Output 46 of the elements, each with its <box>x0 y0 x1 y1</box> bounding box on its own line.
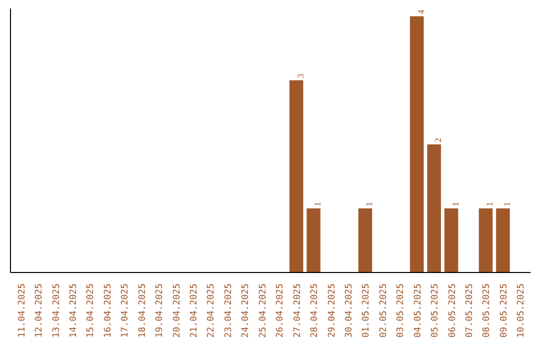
data-label: 1 <box>484 202 495 206</box>
x-tick-label: 29.04.2025 <box>327 283 338 338</box>
x-tick-label: 05.05.2025 <box>430 283 441 338</box>
x-tick-label: 04.05.2025 <box>413 283 424 338</box>
x-tick-label: 22.04.2025 <box>206 283 217 338</box>
x-tick-label: 06.05.2025 <box>448 283 458 338</box>
x-tick-label: 23.04.2025 <box>224 283 234 338</box>
bar <box>358 208 372 272</box>
x-tick-label: 19.04.2025 <box>155 283 166 338</box>
x-tick-label: 27.04.2025 <box>292 283 303 338</box>
data-label: 2 <box>433 138 444 142</box>
data-label: 3 <box>295 73 306 78</box>
x-tick-label: 03.05.2025 <box>396 283 406 338</box>
x-tick-label: 21.04.2025 <box>190 283 200 338</box>
x-tick-label: 20.04.2025 <box>172 283 182 338</box>
x-tick-label: 24.04.2025 <box>241 283 252 338</box>
data-label: 1 <box>450 202 460 206</box>
data-label: 1 <box>364 202 374 206</box>
x-tick-label: 30.04.2025 <box>344 283 354 338</box>
x-tick-label: 08.05.2025 <box>482 283 492 338</box>
x-tick-label: 11.04.2025 <box>17 283 28 338</box>
x-tick-label: 10.05.2025 <box>516 283 527 338</box>
data-label: 1 <box>502 202 512 206</box>
x-tick-label: 02.05.2025 <box>378 283 389 338</box>
data-label: 4 <box>416 9 426 14</box>
x-tick-label: 16.04.2025 <box>103 283 114 338</box>
bar <box>306 208 320 272</box>
x-tick-label: 26.04.2025 <box>276 283 286 338</box>
x-tick-label: 18.04.2025 <box>138 283 148 338</box>
x-tick-label: 17.04.2025 <box>120 283 131 338</box>
bar <box>410 16 424 272</box>
data-label: 1 <box>312 202 323 206</box>
x-tick-label: 07.05.2025 <box>465 283 476 338</box>
bar <box>427 144 441 272</box>
x-tick-label: 09.05.2025 <box>499 283 510 338</box>
x-tick-label: 25.04.2025 <box>258 283 268 338</box>
bar <box>444 208 458 272</box>
x-tick-label: 12.04.2025 <box>34 283 45 338</box>
bar <box>496 208 510 272</box>
bar <box>478 208 493 272</box>
bar <box>289 80 304 272</box>
x-tick-label: 28.04.2025 <box>310 283 320 338</box>
x-tick-label: 14.04.2025 <box>68 283 79 338</box>
x-tick-label: 15.04.2025 <box>86 283 96 338</box>
x-tick-label: 13.04.2025 <box>52 283 62 338</box>
x-tick-label: 01.05.2025 <box>362 283 372 338</box>
